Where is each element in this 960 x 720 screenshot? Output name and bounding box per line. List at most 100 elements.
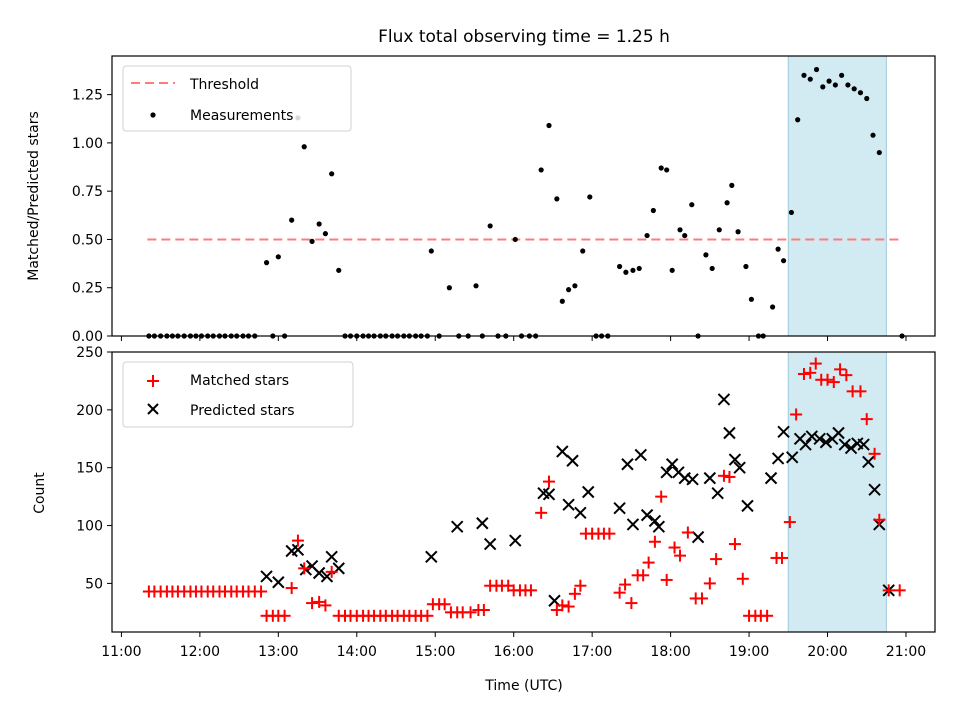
predicted-star-marker [868,483,881,496]
bottom-x-tick-label: 17:00 [572,644,612,660]
measurement-point [617,263,623,270]
bottom-y-axis-label: Count [32,472,48,514]
predicted-star-marker [626,518,640,531]
measurement-point [813,66,820,73]
measurement-point [748,296,755,302]
predicted-star-marker [703,471,717,485]
measurement-point [658,165,664,171]
bottom-y-tick-label: 150 [76,461,103,477]
matched-star-marker [655,490,668,503]
matched-star-marker [291,534,304,547]
legend-predicted-label: Predicted stars [190,403,295,419]
measurement-point [669,267,675,273]
predicted-star-marker [799,438,812,451]
measurement-points [146,66,905,339]
matched-star-marker [860,413,873,426]
measurement-point [512,236,518,243]
measurement-point [709,265,715,272]
predicted-star-marker [272,576,285,589]
predicted-star-marker [450,520,464,533]
bottom-legend-box [122,361,354,428]
matched-star-marker [477,604,490,617]
measurement-point [832,82,838,88]
measurement-point [682,232,688,239]
matched-star-marker [834,363,847,376]
matched-star-marker [562,600,575,613]
matched-star-marker [868,447,881,460]
measurement-point [780,258,787,264]
bottom-x-tick-label: 15:00 [415,644,455,660]
top-y-tick-label: 0.25 [72,281,103,297]
panel-ratio: 0.00 0.25 0.50 0.75 1.00 1.25 Matched/Predict… [26,55,936,345]
predicted-star-marker [582,485,595,499]
measurement-point [322,231,328,237]
measurement-point [428,248,434,254]
predicted-star-marker [741,499,754,513]
predicted-star-marker [832,426,845,440]
predicted-star-marker [838,438,851,451]
measurement-point [724,200,730,206]
matched-star-marker [717,469,730,482]
measurement-point [301,144,307,150]
predicted-star-marker [717,393,731,406]
top-y-tick-label: 1.00 [72,136,103,152]
matched-star-marker [695,592,708,605]
predicted-star-marker [640,508,654,522]
predicted-star-marker [771,452,785,465]
legend-measurements-swatch [150,112,156,118]
predicted-star-marker [566,454,579,467]
predicted-star-marker [844,441,858,455]
predicted-star-marker [483,537,497,551]
predicted-star-marker [291,543,305,557]
measurement-point [870,132,876,138]
predicted-star-marker [711,486,724,500]
matched-star-marker [783,516,796,529]
legend-threshold-label: Threshold [189,77,259,93]
predicted-star-marker [728,453,742,466]
predicted-star-marker [574,506,587,520]
measurement-point [289,217,295,223]
matched-star-marker [736,572,749,585]
predicted-star-marker [613,501,626,515]
measurement-point [839,72,845,78]
predicted-star-marker [299,563,312,576]
predicted-star-marker [476,517,489,530]
matched-star-marker [761,609,774,622]
matched-star-marker [728,538,741,551]
measurement-point [546,122,552,129]
measurement-point [572,283,578,289]
predicted-star-marker [723,426,736,440]
matched-star-marker [648,535,661,548]
measurement-point [795,117,801,123]
top-y-axis-label: Matched/Predicted stars [26,111,42,281]
measurement-point [538,167,544,173]
measurement-point [473,283,479,289]
predicted-star-marker [686,473,699,486]
measurement-point [630,267,636,273]
predicted-star-marker [648,514,662,528]
measurement-point [566,287,572,293]
measurement-point [743,263,749,270]
top-y-tick-label: 0.00 [72,329,103,345]
predicted-star-marker [805,430,819,443]
matched-star-marker [840,369,853,382]
measurement-point [775,246,781,252]
predicted-star-marker [652,520,666,533]
predicted-star-marker [660,466,673,479]
matched-star-marker [776,551,789,564]
predicted-star-marker [509,534,522,547]
matched-stars-markers [142,357,906,622]
matched-star-marker [873,513,886,526]
matched-star-marker [821,373,834,386]
matched-star-marker [703,577,716,590]
measurement-point [864,95,870,102]
predicted-star-marker [777,425,790,439]
bottom-x-tick-label: 20:00 [807,644,847,660]
measurement-point [857,90,864,96]
bottom-x-tick-label: 19:00 [729,644,769,660]
measurement-point [735,229,741,235]
measurement-point [820,84,826,90]
matched-star-marker [556,599,569,612]
top-x-ticks [120,336,907,341]
